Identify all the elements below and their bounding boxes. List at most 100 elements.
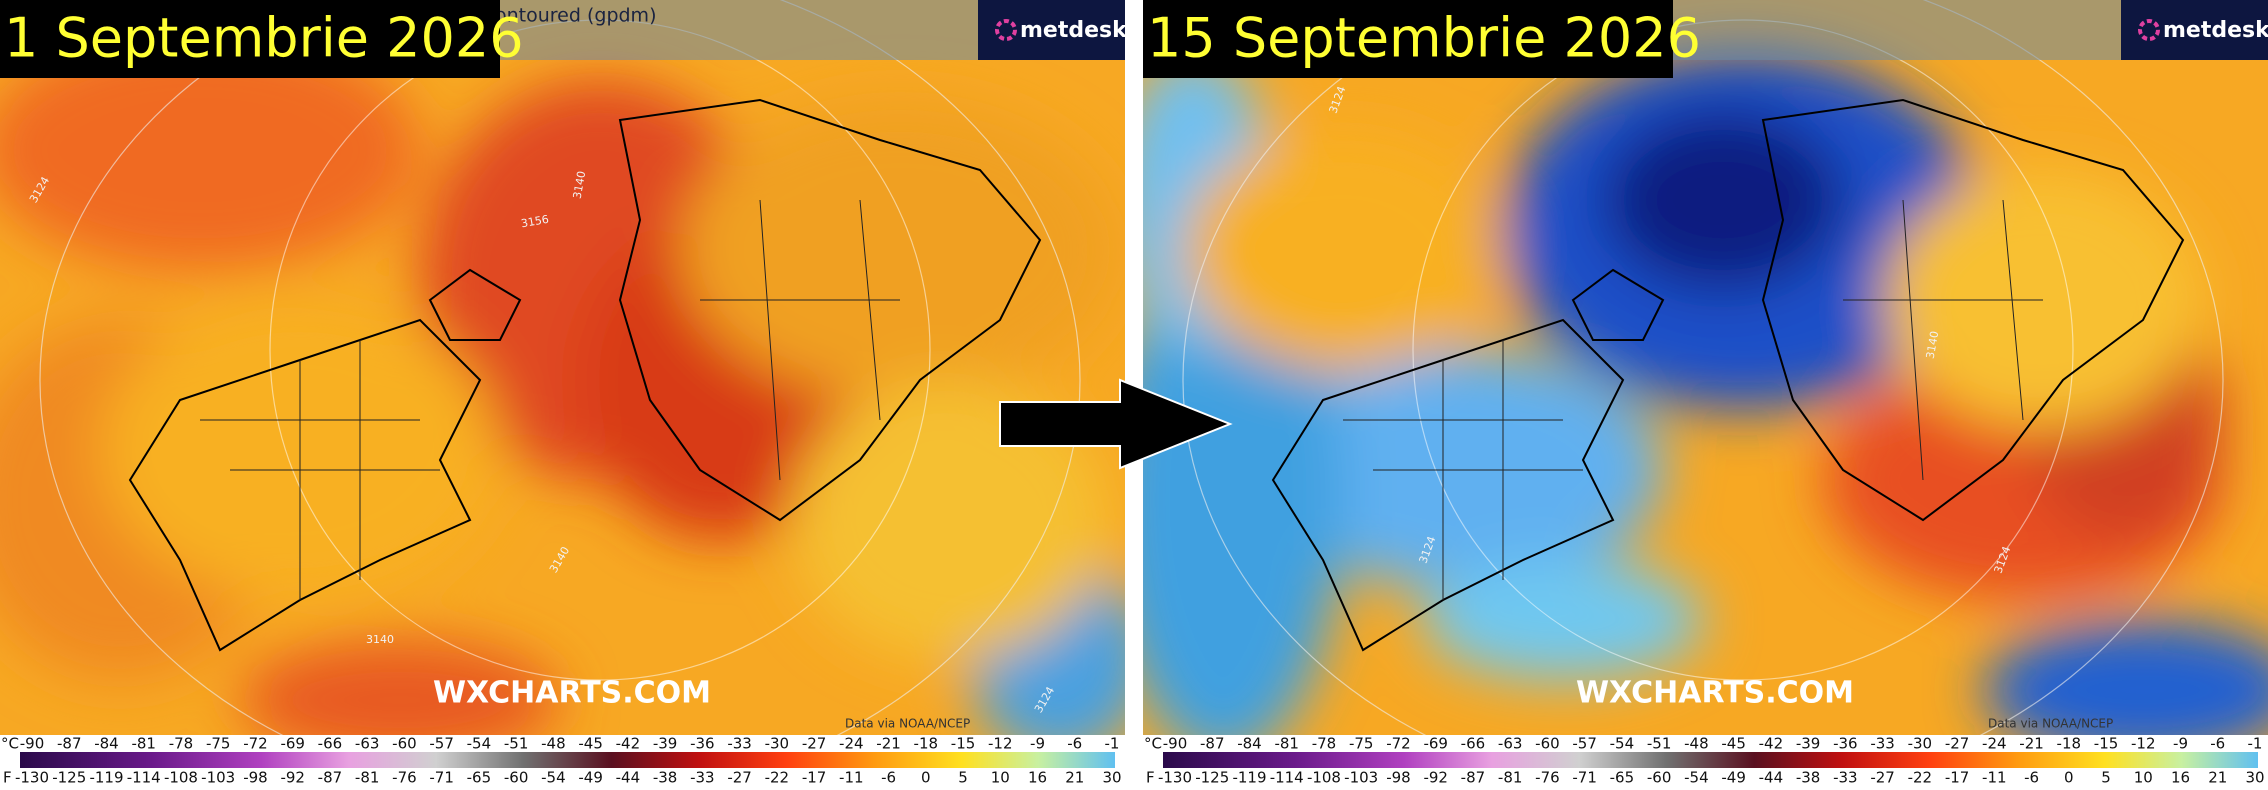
logo-text: metdesk [2163,18,2268,43]
fahrenheit-label: -130 [1158,769,1192,787]
contour-label: 3140 [366,633,394,646]
fahrenheit-label: -38 [653,769,678,787]
fahrenheit-label: -11 [839,769,864,787]
title: 15 Septembrie 2026 [1147,7,1701,70]
celsius-label: -48 [541,735,566,753]
fahrenheit-label: -87 [318,769,343,787]
fahrenheit-label: -44 [616,769,641,787]
celsius-label: -75 [206,735,231,753]
fahrenheit-label: -6 [881,769,896,787]
fahrenheit-label: -92 [280,769,305,787]
celsius-label: -45 [578,735,603,753]
celsius-label: -18 [2057,735,2082,753]
celsius-label: -66 [318,735,343,753]
fahrenheit-label: -76 [1535,769,1560,787]
logo-text: metdesk [1020,18,1128,43]
celsius-label: -69 [1423,735,1448,753]
colorbar-scale [1163,752,2258,768]
fahrenheit-label: -11 [1982,769,2007,787]
celsius-label: -24 [1982,735,2007,753]
fahrenheit-label: -65 [467,769,492,787]
header-text: ontoured (gpdm) [495,5,656,27]
celsius-label: -51 [1647,735,1672,753]
fahrenheit-label: 5 [958,769,968,787]
celsius-label: -42 [616,735,641,753]
celsius-label: -30 [765,735,790,753]
celsius-label: -30 [1908,735,1933,753]
fahrenheit-label: -125 [52,769,86,787]
contour-line [39,0,1081,735]
celsius-label: -33 [1870,735,1895,753]
colorbar: °CF-90 -87 -84 -81 -78 -75 -72 -69 -66 -63 -60 -57-… [1143,735,2268,790]
fahrenheit-label: -60 [504,769,529,787]
celsius-label: -63 [1498,735,1523,753]
fahrenheit-label: -17 [802,769,827,787]
title-box [1143,0,1673,78]
fahrenheit-label: -60 [1647,769,1672,787]
fahrenheit-label: -119 [89,769,123,787]
fahrenheit-label: -27 [1870,769,1895,787]
celsius-label: -27 [1945,735,1970,753]
celsius-unit: °C [1,735,19,753]
fahrenheit-label: 30 [2245,769,2264,787]
temperature-blob [1983,620,2268,735]
fahrenheit-label: -49 [1721,769,1746,787]
fahrenheit-label: -103 [201,769,235,787]
fahrenheit-label: -33 [690,769,715,787]
celsius-label: -45 [1721,735,1746,753]
temperature-blob [1603,110,1843,290]
celsius-label: -39 [1796,735,1821,753]
fahrenheit-label: -81 [355,769,380,787]
celsius-label: -63 [355,735,380,753]
celsius-label: -78 [1312,735,1337,753]
temperature-blob [0,30,420,270]
celsius-label: -24 [839,735,864,753]
fahrenheit-label: -125 [1195,769,1229,787]
fahrenheit-label: -98 [1386,769,1411,787]
celsius-label: -87 [1200,735,1225,753]
fahrenheit-label: 21 [2208,769,2227,787]
celsius-label: -54 [1610,735,1635,753]
celsius-label: -81 [1274,735,1299,753]
temperature-blob [240,640,560,735]
celsius-label: -39 [653,735,678,753]
celsius-label: -15 [2094,735,2119,753]
fahrenheit-label: -103 [1344,769,1378,787]
celsius-label: -21 [876,735,901,753]
logo-icon [2138,19,2160,41]
coastline [618,98,1042,522]
fahrenheit-label: 0 [2064,769,2074,787]
fahrenheit-label: -71 [1572,769,1597,787]
fahrenheit-label: -33 [1833,769,1858,787]
fahrenheit-label: -108 [164,769,198,787]
coastline [1571,268,1665,341]
contour-label: 3156 [520,213,550,231]
fahrenheit-label: -81 [1498,769,1523,787]
celsius-label: -90 [1163,735,1188,753]
celsius-label: -69 [280,735,305,753]
celsius-label: -60 [1535,735,1560,753]
celsius-label: -90 [20,735,45,753]
temperature-blob [1183,130,1503,370]
celsius-label: -72 [243,735,268,753]
fahrenheit-label: 5 [2101,769,2111,787]
temperature-blob [680,100,1120,400]
colorbar-scale [20,752,1115,768]
fahrenheit-unit: F [1146,769,1155,787]
contour-label: 3140 [571,170,589,200]
fahrenheit-label: -119 [1232,769,1266,787]
celsius-label: -51 [504,735,529,753]
contour-line [1182,0,2224,735]
celsius-label: -57 [429,735,454,753]
celsius-label: -12 [988,735,1013,753]
coastline [128,318,482,652]
contour-label: 3140 [1924,330,1942,360]
celsius-label: -15 [951,735,976,753]
fahrenheit-label: 16 [2171,769,2190,787]
fahrenheit-label: 0 [921,769,931,787]
fahrenheit-label: -108 [1307,769,1341,787]
fahrenheit-label: 30 [1102,769,1121,787]
